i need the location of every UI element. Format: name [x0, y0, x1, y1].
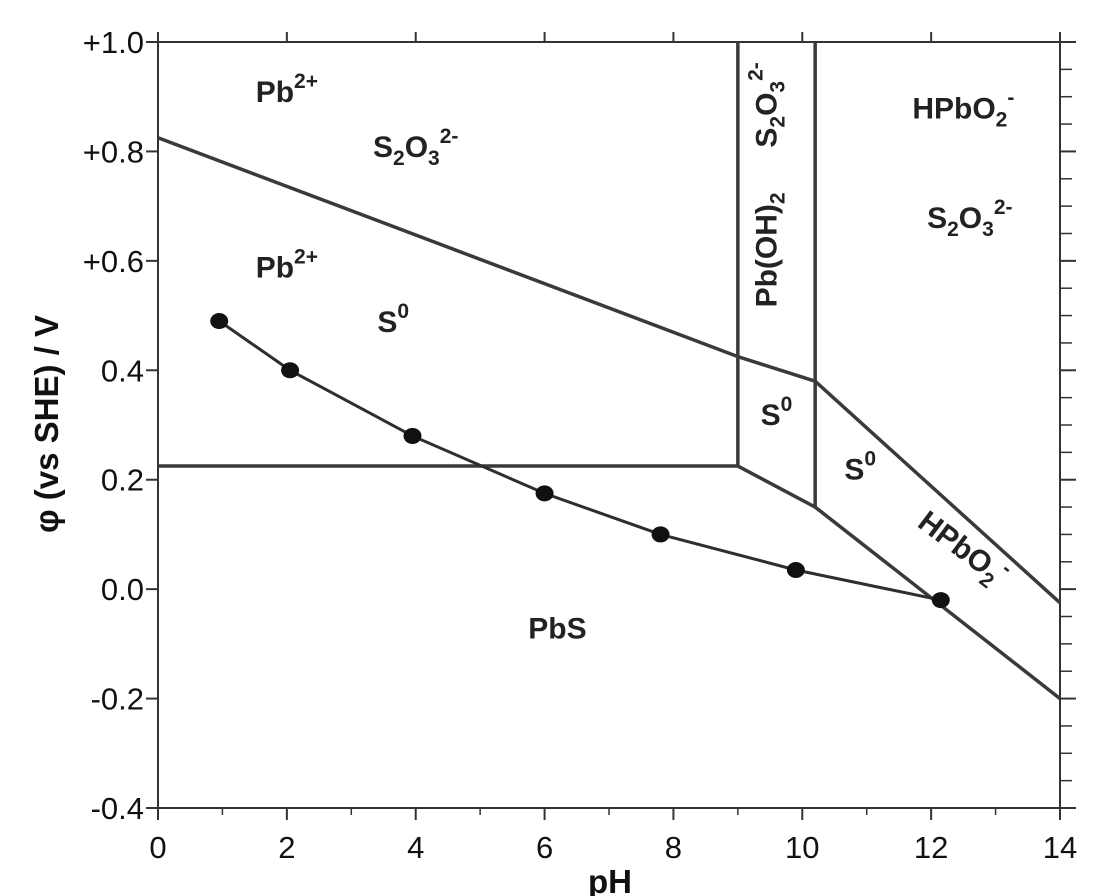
data-point	[403, 427, 422, 444]
axis-ticks: 0 2 4 6 8 10 12 14 -0.4 -0.2 0.0 0.2 0.4 +0.6 +0.8 +1.0	[83, 25, 1077, 865]
data-series	[210, 313, 950, 609]
region-label: S0	[377, 300, 409, 339]
phase-boundary-line	[737, 464, 1062, 700]
region-label: S0	[844, 448, 876, 487]
series-line	[218, 319, 942, 602]
y-tick-label: +0.8	[83, 134, 144, 169]
region-label: Pb(OH)2	[751, 192, 790, 307]
data-point	[281, 362, 300, 379]
data-point	[651, 526, 670, 543]
x-tick-label: 0	[149, 830, 166, 865]
plot-frame	[157, 41, 1061, 809]
y-tick-label: +1.0	[83, 25, 144, 60]
x-tick-label: 10	[785, 830, 819, 865]
x-tick-label: 4	[407, 830, 424, 865]
data-point	[786, 561, 805, 578]
y-tick-label: -0.2	[91, 682, 144, 717]
x-tick-label: 6	[536, 830, 553, 865]
y-axis-title: φ (vs SHE) / V	[28, 315, 65, 533]
x-tick-label: 8	[665, 830, 682, 865]
region-label: Pb2+	[256, 70, 318, 109]
x-tick-label: 12	[914, 830, 948, 865]
phase-boundary-line	[813, 379, 1062, 605]
phase-boundaries	[157, 42, 1062, 700]
region-label: PbS	[528, 612, 586, 645]
region-label: HPbO2-	[912, 87, 1014, 132]
x-tick-label: 14	[1043, 830, 1077, 865]
region-label: S0	[761, 393, 793, 432]
y-tick-label: -0.4	[91, 791, 144, 826]
y-tick-label: 0.4	[101, 353, 144, 388]
x-tick-label: 2	[278, 830, 295, 865]
data-point	[210, 313, 229, 330]
region-labels: Pb2+ S2O32- Pb2+ S0 Pb(OH)2 S2O32- S0 HPbO2- S2O…	[256, 62, 1017, 645]
region-label: S2O32-	[373, 125, 458, 170]
plot-border	[157, 41, 1061, 809]
y-tick-label: +0.6	[83, 244, 144, 279]
region-label: Pb2+	[256, 245, 318, 284]
data-point	[535, 485, 554, 502]
region-label: S2O32-	[927, 196, 1012, 241]
region-label: S2O32-	[745, 62, 790, 147]
y-tick-label: 0.0	[101, 572, 144, 607]
data-point	[931, 592, 950, 609]
y-tick-label: 0.2	[101, 463, 144, 498]
x-axis-title: pH	[588, 863, 632, 896]
